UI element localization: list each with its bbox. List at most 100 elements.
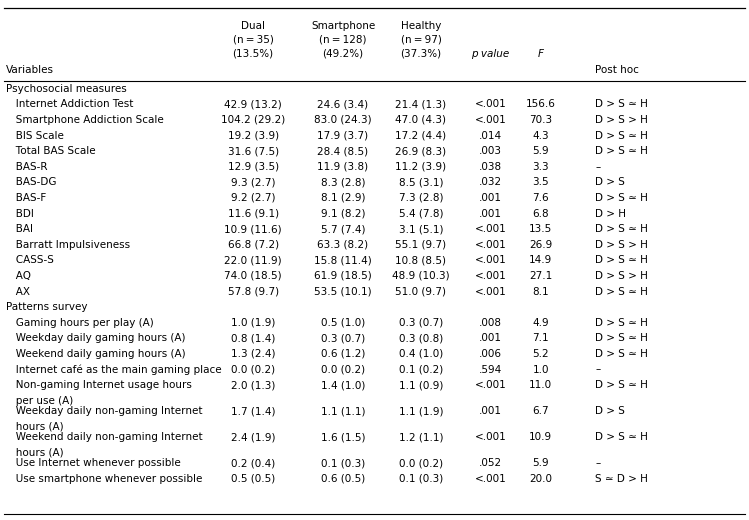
Text: (13.5%): (13.5%) (233, 49, 273, 59)
Text: BDI: BDI (6, 209, 34, 218)
Text: 48.9 (10.3): 48.9 (10.3) (392, 271, 449, 281)
Text: <.001: <.001 (475, 99, 506, 109)
Text: 7.1: 7.1 (533, 333, 549, 343)
Text: D > S ≃ H: D > S ≃ H (595, 380, 649, 390)
Text: Non-gaming Internet usage hours: Non-gaming Internet usage hours (6, 380, 192, 390)
Text: 53.5 (10.1): 53.5 (10.1) (315, 287, 372, 296)
Text: 21.4 (1.3): 21.4 (1.3) (395, 99, 446, 109)
Text: .038: .038 (479, 162, 502, 172)
Text: Weekend daily gaming hours (A): Weekend daily gaming hours (A) (6, 349, 186, 359)
Text: p value: p value (471, 49, 510, 59)
Text: .594: .594 (479, 365, 503, 374)
Text: 1.1 (1.9): 1.1 (1.9) (398, 406, 443, 416)
Text: Variables: Variables (6, 65, 54, 75)
Text: D > S ≃ H: D > S ≃ H (595, 146, 649, 156)
Text: hours (A): hours (A) (6, 422, 64, 432)
Text: 1.0 (1.9): 1.0 (1.9) (231, 318, 276, 328)
Text: (n = 128): (n = 128) (319, 35, 367, 45)
Text: 0.2 (0.4): 0.2 (0.4) (231, 458, 276, 468)
Text: 0.8 (1.4): 0.8 (1.4) (231, 333, 276, 343)
Text: Internet Addiction Test: Internet Addiction Test (6, 99, 133, 109)
Text: 1.6 (1.5): 1.6 (1.5) (321, 432, 366, 442)
Text: Post hoc: Post hoc (595, 65, 640, 75)
Text: 1.1 (1.1): 1.1 (1.1) (321, 406, 366, 416)
Text: D > S ≃ H: D > S ≃ H (595, 224, 649, 234)
Text: 5.7 (7.4): 5.7 (7.4) (321, 224, 366, 234)
Text: 1.3 (2.4): 1.3 (2.4) (231, 349, 276, 359)
Text: 17.2 (4.4): 17.2 (4.4) (395, 131, 446, 140)
Text: <.001: <.001 (475, 432, 506, 442)
Text: .006: .006 (479, 349, 502, 359)
Text: (37.3%): (37.3%) (401, 49, 441, 59)
Text: 70.3: 70.3 (530, 115, 552, 125)
Text: 0.5 (1.0): 0.5 (1.0) (321, 318, 366, 328)
Text: Dual: Dual (241, 21, 265, 31)
Text: 22.0 (11.9): 22.0 (11.9) (225, 255, 282, 265)
Text: D > S ≃ H: D > S ≃ H (595, 432, 649, 442)
Text: 4.9: 4.9 (533, 318, 549, 328)
Text: Weekend daily non-gaming Internet: Weekend daily non-gaming Internet (6, 432, 203, 442)
Text: 57.8 (9.7): 57.8 (9.7) (228, 287, 279, 296)
Text: 3.5: 3.5 (533, 177, 549, 187)
Text: 9.1 (8.2): 9.1 (8.2) (321, 209, 366, 218)
Text: 31.6 (7.5): 31.6 (7.5) (228, 146, 279, 156)
Text: 7.6: 7.6 (533, 193, 549, 203)
Text: BAI: BAI (6, 224, 33, 234)
Text: <.001: <.001 (475, 271, 506, 281)
Text: 5.9: 5.9 (533, 146, 549, 156)
Text: .032: .032 (479, 177, 502, 187)
Text: Weekday daily non-gaming Internet: Weekday daily non-gaming Internet (6, 406, 202, 416)
Text: 0.4 (1.0): 0.4 (1.0) (398, 349, 443, 359)
Text: Internet café as the main gaming place: Internet café as the main gaming place (6, 365, 222, 375)
Text: 0.0 (0.2): 0.0 (0.2) (321, 365, 365, 374)
Text: 10.8 (8.5): 10.8 (8.5) (395, 255, 446, 265)
Text: 11.9 (3.8): 11.9 (3.8) (318, 162, 369, 172)
Text: 0.0 (0.2): 0.0 (0.2) (231, 365, 275, 374)
Text: 5.2: 5.2 (533, 349, 549, 359)
Text: 11.6 (9.1): 11.6 (9.1) (228, 209, 279, 218)
Text: 8.1 (2.9): 8.1 (2.9) (321, 193, 366, 203)
Text: AX: AX (6, 287, 30, 296)
Text: <.001: <.001 (475, 380, 506, 390)
Text: (n = 97): (n = 97) (401, 35, 441, 45)
Text: 27.1: 27.1 (529, 271, 553, 281)
Text: 0.3 (0.7): 0.3 (0.7) (321, 333, 366, 343)
Text: D > S > H: D > S > H (595, 271, 649, 281)
Text: 0.3 (0.8): 0.3 (0.8) (398, 333, 443, 343)
Text: 51.0 (9.7): 51.0 (9.7) (395, 287, 446, 296)
Text: .001: .001 (479, 406, 502, 416)
Text: 1.0: 1.0 (533, 365, 549, 374)
Text: <.001: <.001 (475, 240, 506, 250)
Text: Gaming hours per play (A): Gaming hours per play (A) (6, 318, 154, 328)
Text: 17.9 (3.7): 17.9 (3.7) (318, 131, 369, 140)
Text: 8.1: 8.1 (533, 287, 549, 296)
Text: 11.2 (3.9): 11.2 (3.9) (395, 162, 446, 172)
Text: 0.1 (0.3): 0.1 (0.3) (321, 458, 366, 468)
Text: 0.6 (0.5): 0.6 (0.5) (321, 474, 366, 484)
Text: Smartphone: Smartphone (311, 21, 375, 31)
Text: BAS-DG: BAS-DG (6, 177, 56, 187)
Text: 5.4 (7.8): 5.4 (7.8) (398, 209, 443, 218)
Text: 20.0: 20.0 (530, 474, 552, 484)
Text: 12.9 (3.5): 12.9 (3.5) (228, 162, 279, 172)
Text: 0.5 (0.5): 0.5 (0.5) (231, 474, 276, 484)
Text: 1.4 (1.0): 1.4 (1.0) (321, 380, 366, 390)
Text: Total BAS Scale: Total BAS Scale (6, 146, 96, 156)
Text: 0.0 (0.2): 0.0 (0.2) (399, 458, 443, 468)
Text: 8.3 (2.8): 8.3 (2.8) (321, 177, 366, 187)
Text: Healthy: Healthy (401, 21, 441, 31)
Text: 6.8: 6.8 (533, 209, 549, 218)
Text: <.001: <.001 (475, 115, 506, 125)
Text: <.001: <.001 (475, 287, 506, 296)
Text: 8.5 (3.1): 8.5 (3.1) (398, 177, 443, 187)
Text: 26.9 (8.3): 26.9 (8.3) (395, 146, 446, 156)
Text: .001: .001 (479, 333, 502, 343)
Text: 1.1 (0.9): 1.1 (0.9) (398, 380, 443, 390)
Text: 9.2 (2.7): 9.2 (2.7) (231, 193, 276, 203)
Text: 42.9 (13.2): 42.9 (13.2) (224, 99, 282, 109)
Text: 156.6: 156.6 (526, 99, 556, 109)
Text: Psychosocial measures: Psychosocial measures (6, 84, 127, 94)
Text: Weekday daily gaming hours (A): Weekday daily gaming hours (A) (6, 333, 186, 343)
Text: D > S > H: D > S > H (595, 240, 649, 250)
Text: 1.2 (1.1): 1.2 (1.1) (398, 432, 443, 442)
